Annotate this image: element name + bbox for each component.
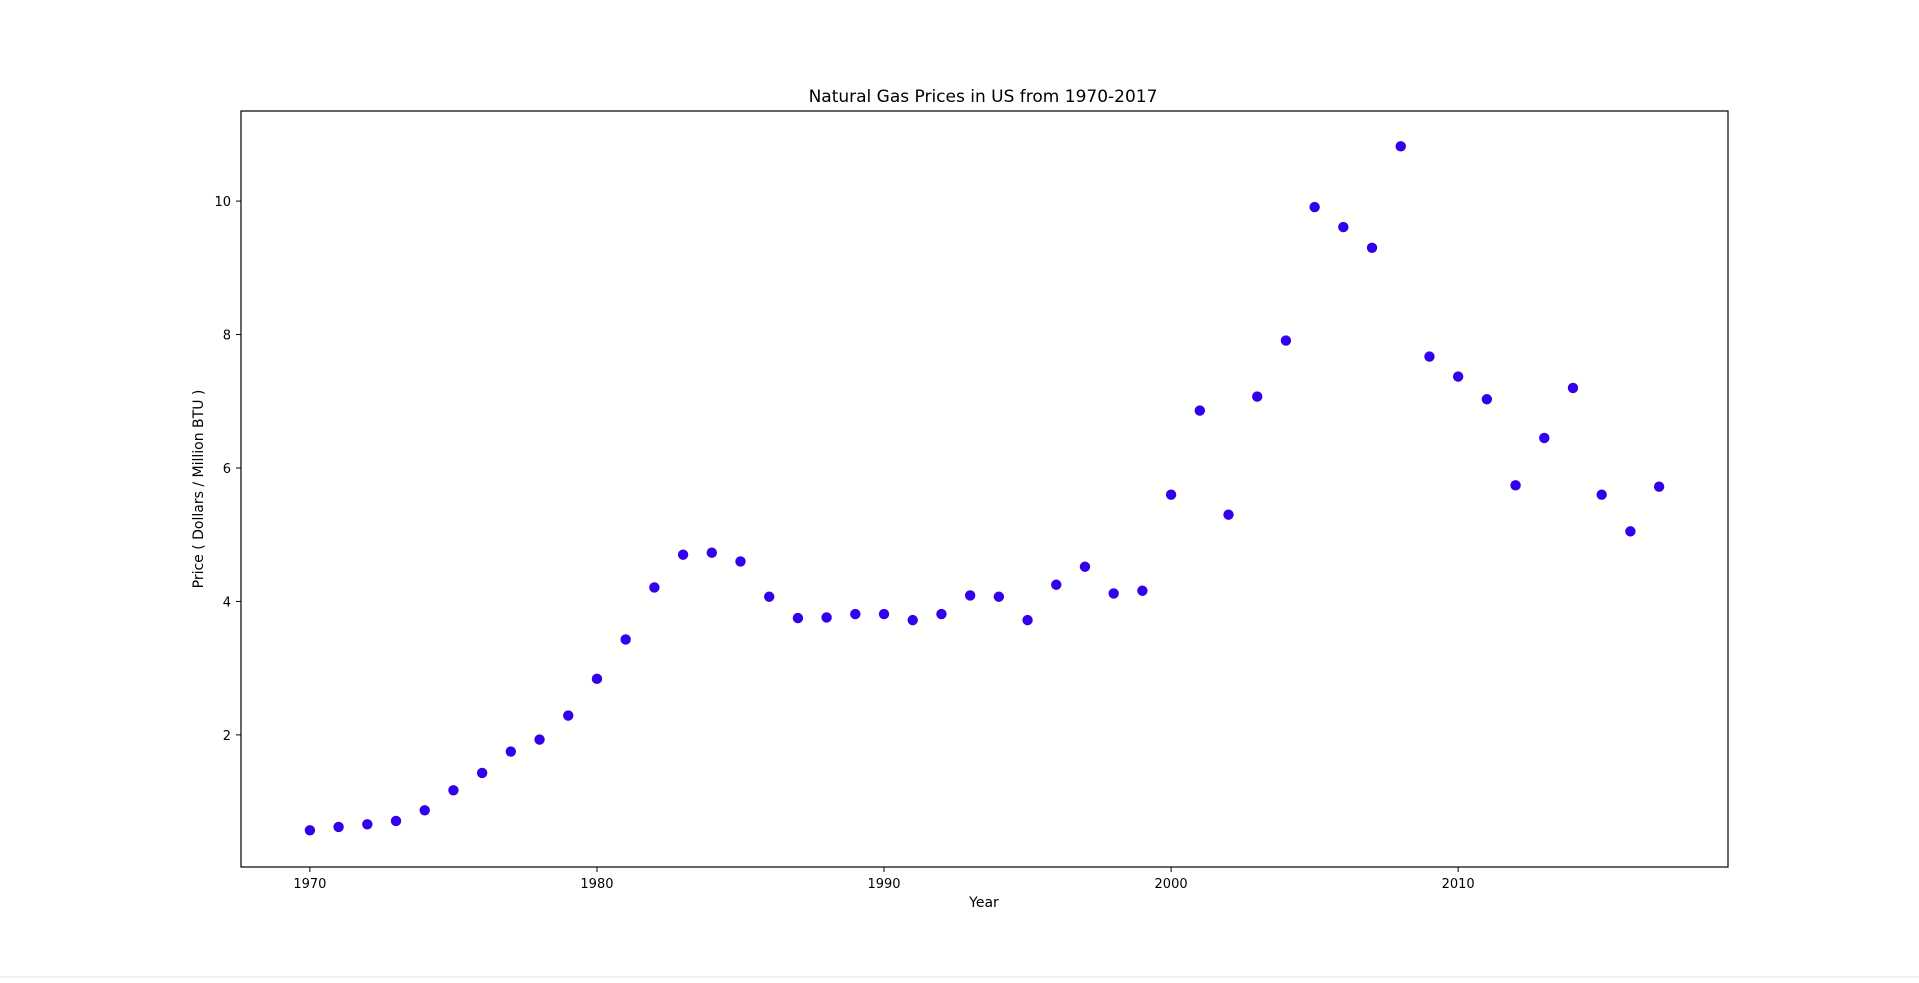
data-point-2005 bbox=[1309, 201, 1320, 213]
data-point-1984 bbox=[706, 547, 717, 558]
data-point-1970 bbox=[304, 825, 316, 836]
data-point-2014 bbox=[1567, 382, 1579, 394]
data-point-1975 bbox=[448, 785, 459, 796]
y-tick-label: 8 bbox=[223, 329, 231, 344]
data-point-1982 bbox=[649, 582, 660, 593]
data-point-1973 bbox=[390, 815, 402, 827]
data-point-2016 bbox=[1625, 526, 1636, 537]
data-point-1976 bbox=[476, 767, 488, 779]
data-point-1985 bbox=[735, 556, 746, 567]
data-point-2017 bbox=[1653, 481, 1665, 492]
data-point-2002 bbox=[1223, 509, 1234, 520]
data-point-1997 bbox=[1079, 561, 1091, 572]
data-point-1971 bbox=[333, 821, 344, 833]
x-tick-label: 2000 bbox=[1155, 877, 1188, 892]
data-point-1977 bbox=[505, 746, 517, 757]
data-point-1988 bbox=[821, 612, 832, 623]
y-tick-label: 2 bbox=[223, 729, 231, 744]
y-axis-label: Price ( Dollars / Million BTU ) bbox=[191, 390, 207, 589]
data-point-1983 bbox=[677, 549, 689, 560]
data-point-1989 bbox=[850, 608, 861, 620]
data-point-2012 bbox=[1510, 480, 1521, 491]
data-point-1981 bbox=[620, 634, 631, 645]
y-tick-label: 6 bbox=[223, 462, 231, 477]
data-point-2011 bbox=[1481, 394, 1493, 405]
y-axis-ticks: 2 4 6 8 10 bbox=[214, 195, 241, 744]
data-point-1999 bbox=[1137, 585, 1148, 596]
data-point-1991 bbox=[907, 614, 918, 626]
data-point-1995 bbox=[1022, 614, 1033, 626]
x-tick-label: 1980 bbox=[580, 877, 613, 892]
x-tick-label: 1970 bbox=[293, 877, 326, 892]
data-point-1980 bbox=[591, 673, 603, 685]
data-point-1993 bbox=[964, 590, 976, 601]
data-point-1974 bbox=[419, 805, 430, 816]
data-point-2008 bbox=[1395, 141, 1406, 152]
data-point-2001 bbox=[1194, 405, 1206, 416]
data-point-1994 bbox=[993, 591, 1005, 602]
data-point-1986 bbox=[764, 591, 775, 602]
data-points bbox=[304, 141, 1665, 836]
data-point-2009 bbox=[1424, 351, 1435, 362]
data-point-2003 bbox=[1252, 391, 1263, 402]
x-axis-label: Year bbox=[968, 895, 999, 911]
x-tick-label: 1990 bbox=[867, 877, 900, 892]
data-point-2015 bbox=[1596, 489, 1607, 500]
data-point-2000 bbox=[1165, 489, 1177, 500]
y-tick-label: 10 bbox=[214, 195, 231, 210]
data-point-2007 bbox=[1366, 242, 1378, 253]
data-point-1990 bbox=[878, 608, 890, 620]
data-point-2013 bbox=[1539, 432, 1550, 444]
x-axis-ticks: 1970 1980 1990 2000 2010 bbox=[293, 867, 1475, 892]
data-point-1998 bbox=[1108, 588, 1119, 599]
x-tick-label: 2010 bbox=[1442, 877, 1475, 892]
data-point-2004 bbox=[1280, 335, 1292, 346]
data-point-1972 bbox=[362, 819, 373, 830]
chart-title: Natural Gas Prices in US from 1970-2017 bbox=[809, 87, 1158, 107]
data-point-2010 bbox=[1452, 371, 1464, 382]
bottom-strip bbox=[0, 976, 1919, 978]
data-point-1979 bbox=[563, 710, 574, 721]
data-point-2006 bbox=[1338, 221, 1349, 233]
data-point-1978 bbox=[534, 734, 545, 745]
y-tick-label: 4 bbox=[223, 595, 231, 610]
plot-frame bbox=[240, 110, 1729, 868]
data-point-1992 bbox=[936, 608, 947, 620]
data-point-1987 bbox=[792, 612, 804, 624]
data-point-1996 bbox=[1051, 579, 1062, 590]
